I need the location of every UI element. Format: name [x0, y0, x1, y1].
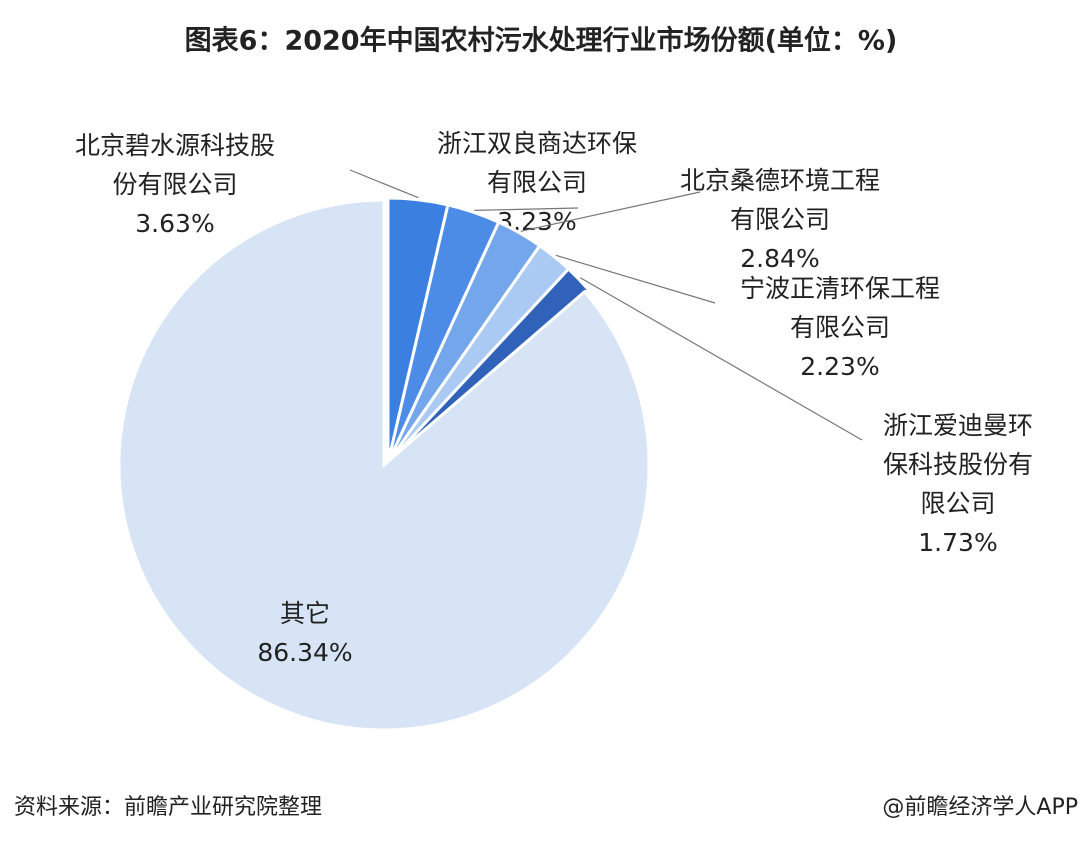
slice-label: 宁波正清环保工程有限公司 — [740, 274, 940, 342]
chart-title: 图表6：2020年中国农村污水处理行业市场份额(单位：%) — [185, 25, 898, 57]
value-label: 1.73% — [918, 528, 997, 557]
pie: 北京碧水源科技股份有限公司3.63%浙江双良商达环保有限公司3.23%北京桑德环… — [75, 129, 1033, 732]
leader-line — [349, 169, 419, 199]
value-label: 3.63% — [135, 209, 214, 238]
leader-line — [579, 277, 863, 441]
value-label: 86.34% — [257, 638, 352, 667]
pie-slice — [117, 198, 651, 732]
pie-slice — [386, 266, 591, 465]
source-note: 资料来源：前瞻产业研究院整理 — [14, 795, 322, 820]
slice-label: 北京桑德环境工程有限公司 — [680, 166, 880, 234]
slice-label: 浙江双良商达环保有限公司 — [437, 129, 637, 197]
leader-line — [555, 254, 716, 304]
brand-note: @前瞻经济学人APP — [882, 795, 1078, 820]
value-label: 2.23% — [800, 352, 879, 381]
slice-label: 北京碧水源科技股份有限公司 — [75, 131, 275, 199]
leader-line — [474, 207, 579, 211]
slice-label: 浙江爱迪曼环保科技股份有限公司 — [883, 411, 1033, 518]
value-label: 2.84% — [740, 244, 819, 273]
slice-label: 其它 — [280, 599, 330, 628]
leader-line — [520, 191, 701, 232]
